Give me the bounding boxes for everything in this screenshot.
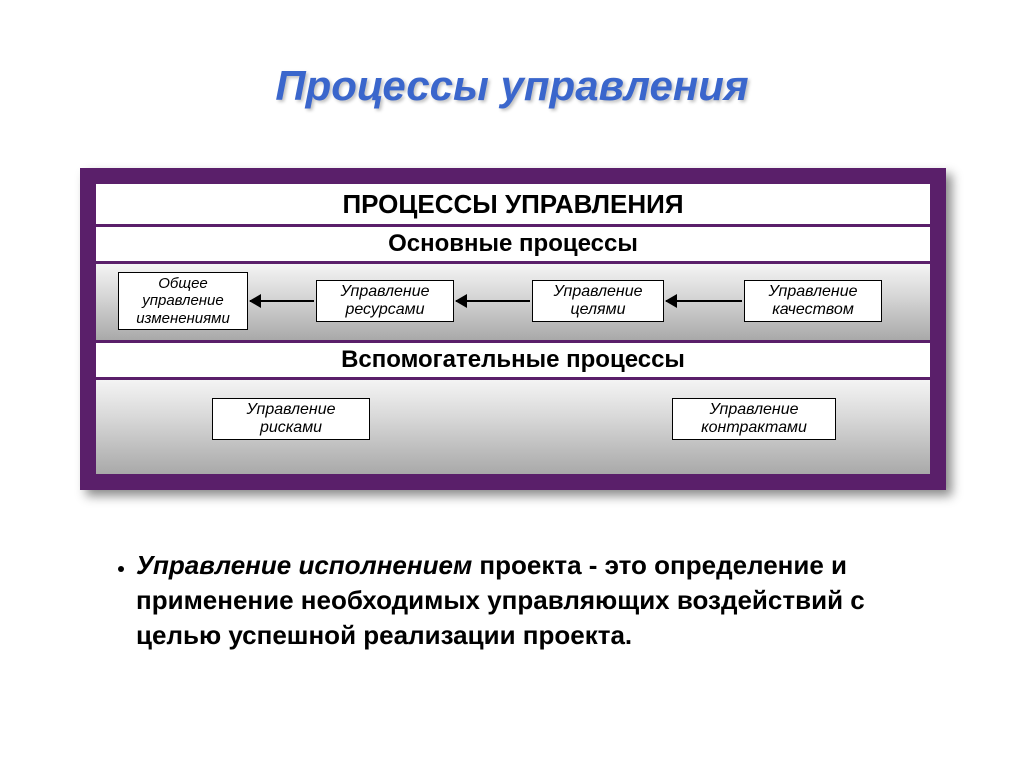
process-node-n1: Общее управление изменениями bbox=[118, 272, 248, 330]
process-node-a2: Управление контрактами bbox=[672, 398, 836, 440]
arrow-n3-n2 bbox=[456, 300, 530, 302]
arrow-n2-n1 bbox=[250, 300, 314, 302]
arrow-n4-n3 bbox=[666, 300, 742, 302]
slide-title: Процессы управления bbox=[0, 0, 1024, 110]
diagram: ПРОЦЕССЫ УПРАВЛЕНИЯ Основные процессы Об… bbox=[80, 168, 946, 490]
process-node-n2: Управление ресурсами bbox=[316, 280, 454, 322]
aux-processes-band: Управление рисками Управление контрактами bbox=[96, 377, 930, 474]
main-processes-band: Общее управление изменениями Управление р… bbox=[96, 261, 930, 340]
diagram-header-main: ПРОЦЕССЫ УПРАВЛЕНИЯ bbox=[96, 184, 930, 224]
diagram-header-section-2: Вспомогательные процессы bbox=[96, 340, 930, 377]
process-node-n3: Управление целями bbox=[532, 280, 664, 322]
slide: Процессы управления ПРОЦЕССЫ УПРАВЛЕНИЯ … bbox=[0, 0, 1024, 767]
bullet-item: Управление исполнением проекта - это опр… bbox=[136, 548, 930, 653]
process-node-a1: Управление рисками bbox=[212, 398, 370, 440]
diagram-frame: ПРОЦЕССЫ УПРАВЛЕНИЯ Основные процессы Об… bbox=[80, 168, 946, 490]
bullet-lead: Управление исполнением bbox=[136, 550, 472, 580]
diagram-header-section-1: Основные процессы bbox=[96, 224, 930, 261]
bullet-text: Управление исполнением проекта - это опр… bbox=[100, 548, 930, 653]
process-node-n4: Управление качеством bbox=[744, 280, 882, 322]
